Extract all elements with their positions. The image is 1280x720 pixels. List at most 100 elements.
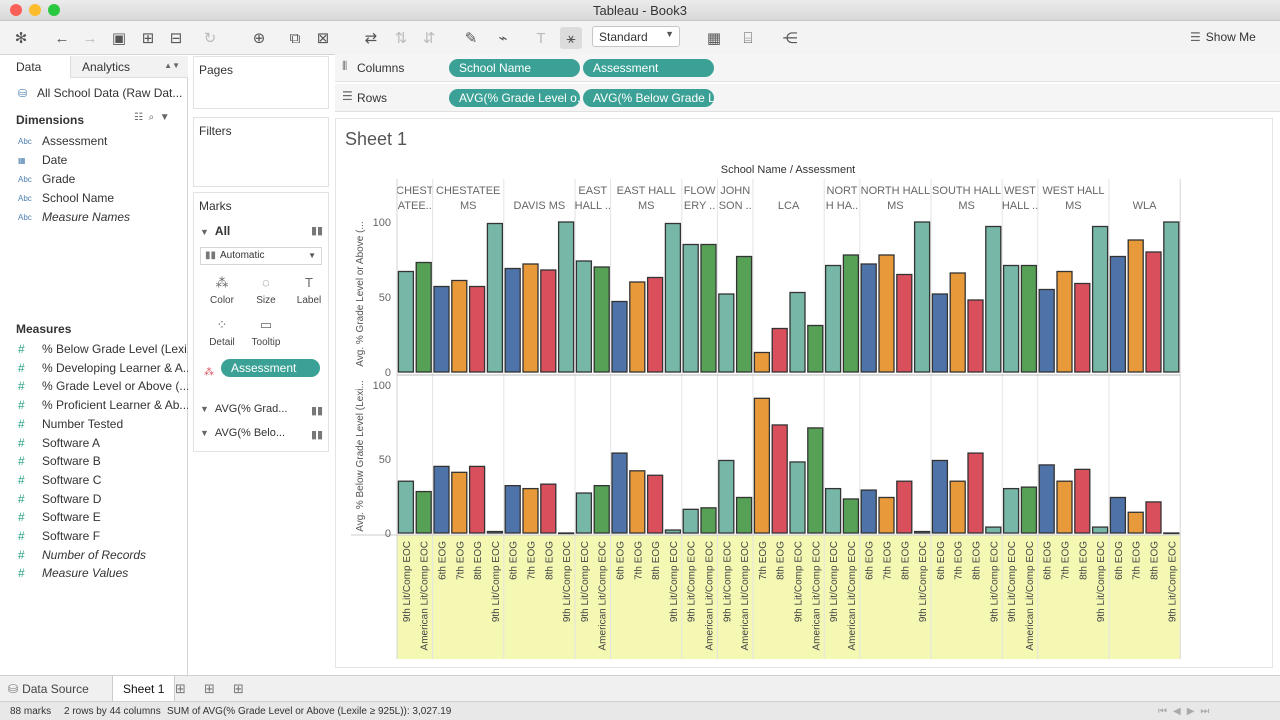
search-icon[interactable]: ⌕ bbox=[148, 112, 155, 123]
assessment-axis-label: 8th EOG bbox=[972, 541, 983, 580]
mark-type-select[interactable]: ▮▮ Automatic ▼ bbox=[200, 247, 322, 265]
show-mark-labels-icon[interactable]: T bbox=[536, 29, 546, 47]
filters-card-title: Filters bbox=[199, 124, 232, 138]
measure-field[interactable]: # % Proficient Learner & Ab... bbox=[18, 396, 189, 414]
forward-icon[interactable]: → bbox=[82, 29, 98, 47]
avg-grade-level-pill[interactable]: AVG(% Grade Level o.. bbox=[449, 89, 580, 107]
rows-shelf[interactable]: ☰ Rows AVG(% Grade Level o.. AVG(% Below… bbox=[335, 84, 1280, 112]
sheet-tabs-bar: ⛁ Data Source Sheet 1 ⊞ ⊞ ⊞ bbox=[0, 675, 1280, 702]
bar-grade-level bbox=[1091, 225, 1109, 373]
new-story-tab-icon[interactable]: ⊞ bbox=[233, 681, 244, 696]
view-size-select[interactable]: Standard ▼ bbox=[592, 26, 680, 47]
dimensions-menu-icon[interactable]: ▼ bbox=[159, 112, 170, 123]
measure-field[interactable]: # Number Tested bbox=[18, 415, 123, 433]
dimension-field[interactable]: ▦ Date bbox=[18, 151, 67, 169]
triangle-down-icon: ▼ bbox=[200, 428, 209, 438]
sort-descending-icon[interactable]: ⇵ bbox=[422, 30, 436, 47]
back-icon[interactable]: ← bbox=[54, 29, 70, 47]
measure-field-label: Number of Records bbox=[42, 547, 147, 562]
marks-all-toggle[interactable]: ▼ All bbox=[200, 224, 230, 238]
measure-field[interactable]: # % Grade Level or Above (... bbox=[18, 377, 189, 395]
view-list-icon[interactable]: ☷ bbox=[134, 112, 143, 123]
show-cards-icon[interactable]: ▦ bbox=[706, 30, 722, 47]
pages-card-title: Pages bbox=[199, 63, 234, 77]
bar-grade-level bbox=[985, 225, 1002, 373]
show-me-button[interactable]: ☰ Show Me bbox=[1190, 30, 1256, 44]
assessment-axis-label: 9th Lit/Comp EOC bbox=[829, 541, 840, 622]
assessment-pill[interactable]: Assessment bbox=[583, 59, 714, 77]
color-button[interactable]: ⁂ Color bbox=[203, 275, 241, 306]
measure-type-icon: # bbox=[18, 435, 25, 450]
bar-below-grade bbox=[789, 461, 806, 534]
tab-analytics[interactable]: Analytics ▲▼ bbox=[70, 56, 188, 78]
swap-rows-columns-icon[interactable]: ⇄ bbox=[364, 30, 378, 47]
dimension-field[interactable]: Abc Measure Names bbox=[18, 208, 130, 226]
highlight-icon[interactable]: ✎ bbox=[464, 30, 478, 47]
group-members-icon[interactable]: ⌁ bbox=[498, 30, 508, 47]
assessment-axis-label: 9th Lit/Comp EOC bbox=[1096, 541, 1107, 622]
assessment-color-pill[interactable]: Assessment bbox=[221, 359, 320, 377]
sheet-title: Sheet 1 bbox=[345, 129, 408, 149]
bar-below-grade bbox=[1091, 526, 1109, 534]
data-source-tab[interactable]: ⛁ Data Source bbox=[8, 682, 89, 696]
presentation-mode-icon[interactable]: ⌸ bbox=[743, 29, 753, 47]
bar-below-grade bbox=[451, 471, 468, 534]
measure-type-icon: # bbox=[18, 510, 25, 525]
tab-data[interactable]: Data bbox=[0, 56, 70, 78]
datasource-item[interactable]: ⛁ All School Data (Raw Dat... bbox=[18, 84, 182, 102]
bar-below-grade bbox=[682, 508, 699, 534]
columns-shelf[interactable]: ⦀ Columns School Name Assessment bbox=[335, 54, 1280, 82]
bar-below-grade bbox=[896, 480, 913, 534]
label-icon: T bbox=[305, 275, 313, 290]
assessment-axis-label: American Lit/Comp EOC bbox=[811, 541, 822, 650]
measure-field[interactable]: # Measure Values bbox=[18, 564, 128, 582]
dimension-field[interactable]: Abc School Name bbox=[18, 189, 114, 207]
save-icon[interactable]: ▣ bbox=[111, 30, 127, 47]
maximize-window-button[interactable] bbox=[48, 4, 60, 16]
measure-field[interactable]: # Software C bbox=[18, 471, 101, 489]
measure-field[interactable]: # Software E bbox=[18, 508, 101, 526]
detail-button[interactable]: ⁘ Detail bbox=[203, 317, 241, 348]
measure-field[interactable]: # Software A bbox=[18, 434, 100, 452]
columns-label: Columns bbox=[357, 61, 405, 75]
clear-sheet-icon[interactable]: ⊠ bbox=[316, 30, 330, 47]
measure-field[interactable]: # % Developing Learner & A... bbox=[18, 359, 193, 377]
filters-card[interactable]: Filters bbox=[193, 117, 329, 187]
tooltip-button[interactable]: ▭ Tooltip bbox=[247, 317, 285, 348]
dimension-field[interactable]: Abc Grade bbox=[18, 170, 75, 188]
new-dashboard-tab-icon[interactable]: ⊞ bbox=[204, 681, 215, 696]
measure-field[interactable]: # Number of Records bbox=[18, 546, 146, 564]
measure-field[interactable]: # % Below Grade Level (Lexi... bbox=[18, 340, 197, 358]
measure-field[interactable]: # Software F bbox=[18, 527, 100, 545]
new-worksheet-icon[interactable]: ⊕ bbox=[252, 30, 266, 47]
school-name-pill[interactable]: School Name bbox=[449, 59, 580, 77]
measure-field[interactable]: # Software B bbox=[18, 452, 101, 470]
fix-axes-icon[interactable]: ⚹ bbox=[560, 27, 582, 49]
pages-card[interactable]: Pages bbox=[193, 56, 329, 109]
tableau-logo-icon[interactable]: ✻ bbox=[14, 30, 28, 47]
avg-below-marks-toggle[interactable]: ▼ AVG(% Belo... bbox=[200, 427, 285, 439]
school-header-label: CHEST bbox=[396, 185, 434, 197]
share-icon[interactable]: ⋲ bbox=[782, 30, 798, 47]
pause-updates-icon[interactable]: ⊟ bbox=[169, 30, 183, 47]
measure-field-label: Software A bbox=[42, 435, 101, 450]
dimension-field[interactable]: Abc Assessment bbox=[18, 132, 107, 150]
avg-grade-marks-toggle[interactable]: ▼ AVG(% Grad... bbox=[200, 403, 287, 415]
assessment-axis-label: 9th Lit/Comp EOC bbox=[491, 541, 502, 622]
y-tick-label: 50 bbox=[379, 454, 391, 466]
refresh-icon[interactable]: ↻ bbox=[203, 30, 217, 47]
measure-field[interactable]: # Software D bbox=[18, 490, 101, 508]
sheet-nav-arrows-icon[interactable]: ⏮◀▶⏭ bbox=[1158, 706, 1216, 717]
new-datasource-icon[interactable]: ⊞ bbox=[141, 30, 155, 47]
size-button[interactable]: ◌ Size bbox=[247, 275, 285, 306]
close-window-button[interactable] bbox=[10, 4, 22, 16]
bar-chart: School Name / Assessment CHEST ATEE.. 9th … bbox=[351, 164, 1181, 659]
avg-below-grade-pill[interactable]: AVG(% Below Grade L.. bbox=[583, 89, 714, 107]
new-worksheet-tab-icon[interactable]: ⊞ bbox=[175, 681, 186, 696]
duplicate-sheet-icon[interactable]: ⧉ bbox=[289, 29, 301, 47]
label-button[interactable]: T Label bbox=[290, 275, 328, 306]
sort-ascending-icon[interactable]: ⇅ bbox=[394, 30, 408, 47]
minimize-window-button[interactable] bbox=[29, 4, 41, 16]
bar-grade-level bbox=[931, 293, 949, 373]
sheet1-tab[interactable]: Sheet 1 bbox=[112, 676, 176, 702]
